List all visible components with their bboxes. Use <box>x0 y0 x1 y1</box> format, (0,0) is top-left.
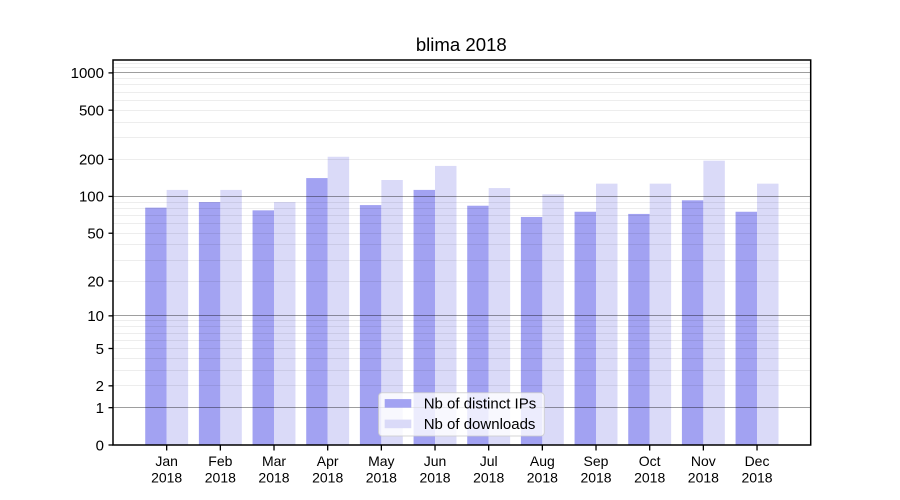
svg-text:2018: 2018 <box>419 470 450 486</box>
svg-text:2018: 2018 <box>580 470 611 486</box>
svg-text:Aug: Aug <box>530 453 555 469</box>
svg-text:blima 2018: blima 2018 <box>416 34 507 55</box>
svg-text:Dec: Dec <box>745 453 770 469</box>
svg-text:Jun: Jun <box>424 453 447 469</box>
svg-text:Nov: Nov <box>691 453 716 469</box>
svg-text:2018: 2018 <box>634 470 665 486</box>
svg-text:2018: 2018 <box>312 470 343 486</box>
svg-text:20: 20 <box>87 273 104 290</box>
svg-text:2018: 2018 <box>473 470 504 486</box>
svg-text:2018: 2018 <box>205 470 236 486</box>
svg-text:Mar: Mar <box>262 453 286 469</box>
svg-text:2018: 2018 <box>258 470 289 486</box>
svg-text:Nb of downloads: Nb of downloads <box>424 416 536 433</box>
svg-text:2018: 2018 <box>151 470 182 486</box>
svg-text:2018: 2018 <box>366 470 397 486</box>
svg-text:5: 5 <box>96 341 104 358</box>
svg-text:1000: 1000 <box>71 65 104 82</box>
svg-text:1: 1 <box>96 400 104 417</box>
svg-text:2: 2 <box>96 378 104 395</box>
svg-text:10: 10 <box>87 308 104 325</box>
svg-text:2018: 2018 <box>741 470 772 486</box>
svg-text:Jul: Jul <box>480 453 498 469</box>
svg-text:May: May <box>368 453 394 469</box>
svg-text:Feb: Feb <box>208 453 232 469</box>
svg-text:0: 0 <box>96 437 104 454</box>
svg-text:Jan: Jan <box>155 453 178 469</box>
svg-text:Nb of distinct IPs: Nb of distinct IPs <box>424 395 537 412</box>
svg-text:200: 200 <box>79 152 104 169</box>
svg-text:Oct: Oct <box>639 453 661 469</box>
svg-text:100: 100 <box>79 189 104 206</box>
svg-text:50: 50 <box>87 226 104 243</box>
svg-text:500: 500 <box>79 102 104 119</box>
svg-text:Apr: Apr <box>317 453 339 469</box>
svg-text:Sep: Sep <box>584 453 609 469</box>
svg-text:2018: 2018 <box>688 470 719 486</box>
svg-text:2018: 2018 <box>527 470 558 486</box>
